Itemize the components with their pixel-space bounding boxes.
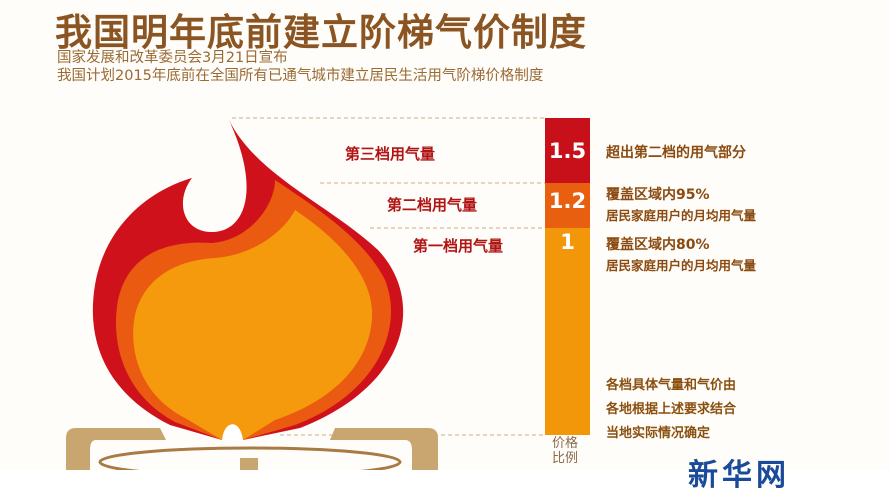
note-line-1: 各档具体气量和气价由 (606, 378, 737, 393)
axis-label: 价格比例 (552, 436, 579, 466)
tier2-desc2: 居民家庭用户的月均用气量 (606, 208, 757, 223)
tier1-ratio: 1 (560, 230, 575, 254)
tier3-label: 第三档用气量 (345, 145, 436, 163)
tier3-ratio: 1.5 (548, 139, 587, 163)
tier3-desc: 超出第二档的用气部分 (606, 145, 746, 161)
flame-stove-illustration (66, 117, 590, 470)
tier2-ratio: 1.2 (548, 189, 587, 213)
ratio-bar-tier3 (545, 118, 590, 183)
headline: 我国明年底前建立阶梯气价制度 (55, 11, 587, 54)
xinhua-logo: 新华网 (688, 458, 790, 493)
note-line-2: 各地根据上述要求结合 (606, 402, 737, 417)
ratio-bar-tier1 (545, 228, 590, 435)
note-line-3: 当地实际情况确定 (606, 426, 711, 441)
infographic: 我国明年底前建立阶梯气价制度 国家发展和改革委员会3月21日宣布 我国计划201… (55, 11, 786, 493)
subtitle-line-1: 国家发展和改革委员会3月21日宣布 (57, 50, 288, 66)
subtitle-line-2: 我国计划2015年底前在全国所有已通气城市建立居民生活用气阶梯价格制度 (57, 68, 544, 84)
guide-lines (232, 117, 545, 436)
flame-inner (133, 210, 373, 440)
tier2-desc: 覆盖区域内95% (606, 187, 710, 203)
tier1-label: 第一档用气量 (413, 237, 504, 255)
burner-notch (222, 424, 243, 440)
tier2-label: 第二档用气量 (387, 196, 478, 214)
tier1-desc: 覆盖区域内80% (606, 237, 710, 253)
stove (66, 428, 438, 470)
tier1-desc2: 居民家庭用户的月均用气量 (606, 258, 757, 273)
ratio-bar-tier2 (545, 183, 590, 228)
